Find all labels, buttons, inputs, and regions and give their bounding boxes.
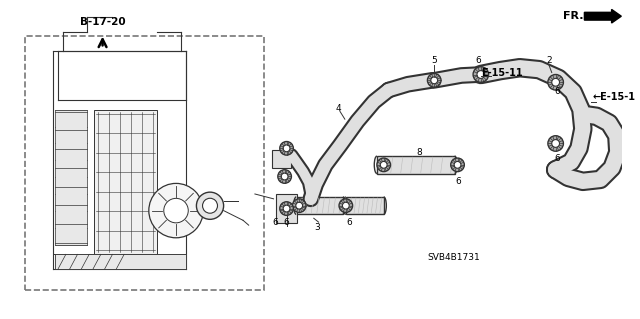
- Circle shape: [339, 199, 353, 212]
- Text: ←E-15-1: ←E-15-1: [593, 92, 636, 102]
- Circle shape: [548, 75, 563, 90]
- Text: 6: 6: [456, 177, 461, 186]
- Bar: [377, 156, 454, 174]
- Text: SVB4B1731: SVB4B1731: [428, 253, 480, 262]
- Bar: [55, 110, 87, 245]
- Text: 6: 6: [284, 218, 289, 227]
- Text: 4: 4: [335, 104, 341, 113]
- Circle shape: [431, 77, 438, 84]
- Bar: [296, 197, 343, 214]
- Circle shape: [380, 161, 387, 168]
- Circle shape: [342, 202, 349, 209]
- Bar: [272, 150, 291, 168]
- Circle shape: [149, 183, 204, 238]
- Circle shape: [296, 202, 303, 209]
- Circle shape: [281, 173, 288, 180]
- Circle shape: [548, 136, 563, 151]
- Text: FR.: FR.: [563, 11, 583, 21]
- FancyArrow shape: [584, 10, 621, 23]
- Text: 6: 6: [347, 218, 353, 227]
- Text: 6: 6: [272, 218, 278, 227]
- Circle shape: [292, 199, 306, 212]
- Circle shape: [477, 70, 484, 78]
- Circle shape: [196, 192, 223, 219]
- Circle shape: [552, 78, 559, 86]
- Bar: [94, 110, 157, 254]
- Circle shape: [451, 158, 465, 172]
- Text: 8: 8: [417, 148, 422, 157]
- Circle shape: [283, 145, 290, 152]
- Circle shape: [280, 142, 293, 155]
- Circle shape: [278, 170, 291, 183]
- Circle shape: [377, 158, 390, 172]
- Text: 2: 2: [546, 56, 552, 65]
- Text: 3: 3: [315, 224, 321, 233]
- Circle shape: [552, 140, 559, 147]
- Text: E-15-11: E-15-11: [481, 68, 522, 78]
- Text: 6: 6: [475, 56, 481, 65]
- Bar: [346, 197, 384, 214]
- Circle shape: [454, 161, 461, 168]
- Bar: [276, 194, 297, 223]
- Circle shape: [202, 198, 218, 213]
- Circle shape: [283, 205, 290, 212]
- Text: 5: 5: [431, 56, 437, 65]
- Text: 6: 6: [555, 153, 561, 163]
- Circle shape: [428, 74, 441, 87]
- Text: B-17-20: B-17-20: [80, 17, 125, 27]
- Circle shape: [280, 202, 293, 215]
- Text: 6: 6: [555, 87, 561, 96]
- Circle shape: [164, 198, 188, 223]
- Bar: [55, 254, 186, 269]
- Circle shape: [473, 67, 488, 82]
